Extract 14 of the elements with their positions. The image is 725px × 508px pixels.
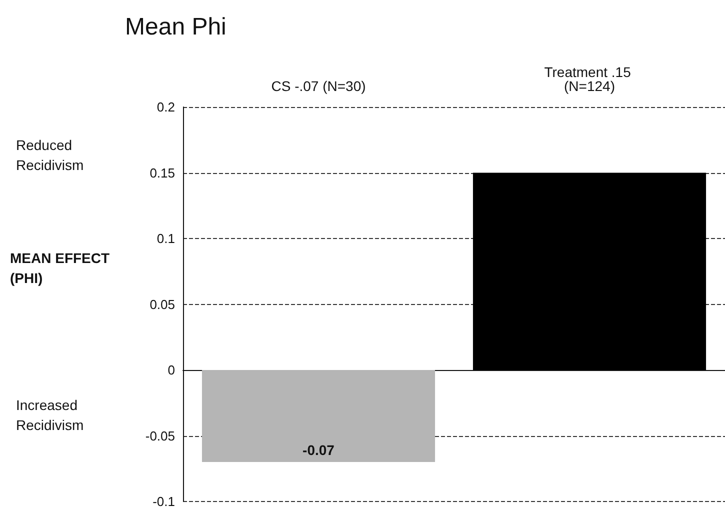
y-tick-label: 0 [168, 362, 175, 378]
y-tick-label: 0.1 [156, 231, 175, 246]
y-axis-title: MEAN EFFECT (PHI) [10, 250, 114, 286]
text: Increased Recidivism [16, 397, 84, 433]
x-tick-label: Treatment .15 (N=124) [544, 64, 635, 94]
y-tick-label: 0.2 [156, 100, 175, 114]
chart-title: Mean Phi [125, 14, 226, 40]
text: Reduced Recidivism [16, 137, 84, 173]
y-tick-label: -0.05 [145, 428, 175, 444]
y-tick-label: 0.15 [150, 165, 175, 180]
y-tick-label: -0.1 [152, 494, 175, 508]
y-tick-label: 0.05 [150, 296, 175, 312]
x-tick-label: CS -.07 (N=30) [271, 78, 366, 94]
data-label: -0.07 [302, 442, 335, 458]
